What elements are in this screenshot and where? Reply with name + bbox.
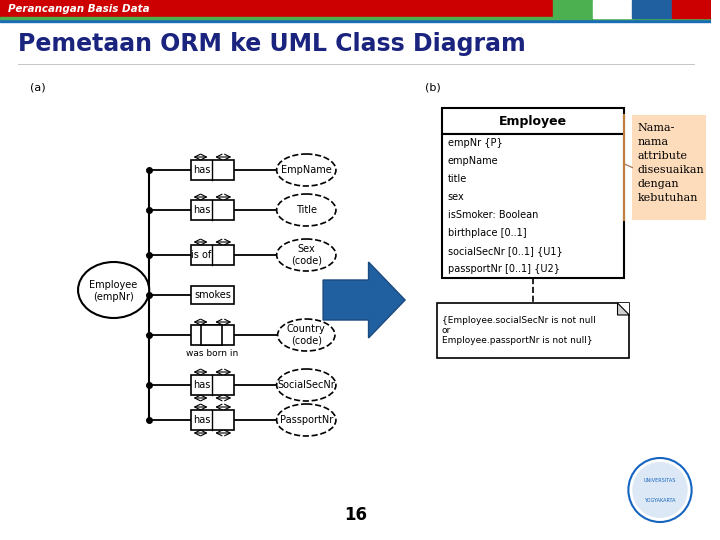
Bar — [437, 303, 629, 358]
Bar — [191, 286, 234, 304]
Text: Employee: Employee — [89, 280, 138, 290]
Text: Country
(code): Country (code) — [287, 324, 325, 346]
Ellipse shape — [278, 319, 335, 351]
Text: EmpName: EmpName — [281, 165, 332, 175]
Text: Nama-
nama
attribute
disesuaikan
dengan
kebutuhan: Nama- nama attribute disesuaikan dengan … — [637, 123, 704, 203]
Bar — [0, 17, 711, 18]
Text: title: title — [448, 174, 467, 184]
Circle shape — [632, 462, 688, 518]
Text: (a): (a) — [30, 82, 45, 92]
Text: has: has — [193, 165, 210, 175]
Bar — [672, 0, 711, 18]
Bar — [0, 18, 711, 22]
Bar — [191, 325, 234, 345]
Text: passportNr [0..1] {U2}: passportNr [0..1] {U2} — [448, 264, 559, 274]
Text: Pemetaan ORM ke UML Class Diagram: Pemetaan ORM ke UML Class Diagram — [18, 32, 526, 56]
Bar — [191, 200, 234, 220]
Text: is of: is of — [192, 250, 212, 260]
Ellipse shape — [276, 239, 336, 271]
Text: Sex
(code): Sex (code) — [291, 244, 322, 266]
Text: (b): (b) — [425, 82, 441, 92]
Text: UNIVERSITAS: UNIVERSITAS — [644, 477, 676, 483]
Text: Employee: Employee — [499, 114, 567, 127]
Polygon shape — [618, 303, 629, 315]
Ellipse shape — [276, 404, 336, 436]
Text: isSmoker: Boolean: isSmoker: Boolean — [448, 210, 538, 220]
Polygon shape — [618, 303, 629, 315]
Text: birthplace [0..1]: birthplace [0..1] — [448, 228, 526, 238]
Ellipse shape — [276, 369, 336, 401]
Text: was born in: was born in — [186, 349, 238, 358]
Bar — [191, 160, 234, 180]
Text: socialSecNr [0..1] {U1}: socialSecNr [0..1] {U1} — [448, 246, 562, 256]
Bar — [553, 0, 593, 18]
Bar — [0, 0, 711, 18]
Text: (empNr): (empNr) — [94, 292, 134, 302]
Text: has: has — [193, 415, 210, 425]
Polygon shape — [323, 262, 405, 338]
Bar — [201, 325, 222, 345]
Bar — [441, 134, 624, 278]
Bar — [593, 0, 632, 18]
Ellipse shape — [276, 194, 336, 226]
Text: sex: sex — [448, 192, 464, 202]
Bar — [191, 245, 234, 265]
Text: smokes: smokes — [194, 290, 231, 300]
Text: SocialSecNr: SocialSecNr — [277, 380, 336, 390]
Text: has: has — [193, 205, 210, 215]
Bar — [191, 410, 234, 430]
Text: Title: Title — [296, 205, 317, 215]
Bar — [191, 375, 234, 395]
Text: empName: empName — [448, 156, 498, 166]
Circle shape — [629, 458, 692, 522]
Text: empNr {P}: empNr {P} — [448, 138, 503, 148]
Bar — [441, 108, 624, 134]
Ellipse shape — [276, 154, 336, 186]
Text: YOGYAKARTA: YOGYAKARTA — [644, 497, 676, 503]
Text: Perancangan Basis Data: Perancangan Basis Data — [8, 4, 150, 14]
Text: {Employee.socialSecNr is not null
or
Employee.passportNr is not null}: {Employee.socialSecNr is not null or Emp… — [441, 315, 595, 346]
Text: PassportNr: PassportNr — [279, 415, 333, 425]
Ellipse shape — [78, 262, 149, 318]
Bar — [632, 115, 706, 220]
Text: 16: 16 — [344, 506, 367, 524]
Bar — [632, 0, 672, 18]
Text: has: has — [193, 380, 210, 390]
